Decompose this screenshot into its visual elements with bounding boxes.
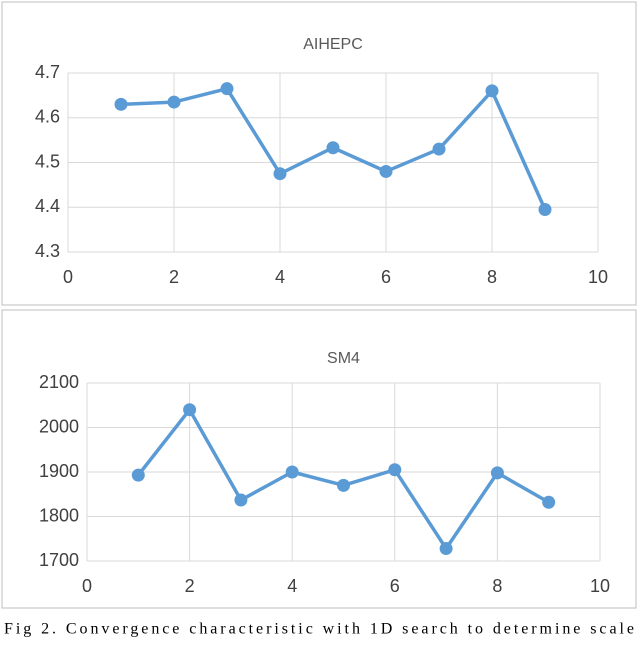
x-tick-label: 10 <box>588 267 608 287</box>
data-point <box>167 95 181 109</box>
data-point <box>183 403 197 417</box>
data-point <box>542 495 556 509</box>
x-tick-label: 8 <box>492 576 502 596</box>
x-tick-label: 6 <box>381 267 391 287</box>
x-tick-label: 4 <box>287 576 297 596</box>
data-point <box>234 493 248 507</box>
x-tick-label: 0 <box>63 267 73 287</box>
data-point <box>490 466 504 480</box>
y-tick-label: 1900 <box>39 461 79 481</box>
y-tick-label: 4.5 <box>35 151 60 171</box>
chart-frame <box>1 309 637 609</box>
data-point <box>220 82 234 96</box>
data-point <box>538 202 552 216</box>
data-point <box>114 97 128 111</box>
x-tick-label: 2 <box>169 267 179 287</box>
y-tick-label: 1700 <box>39 550 79 570</box>
x-tick-label: 8 <box>487 267 497 287</box>
caption: Fig 2. Convergence characteristic with 1… <box>4 621 634 638</box>
y-tick-label: 2100 <box>39 372 79 392</box>
x-tick-label: 0 <box>82 576 92 596</box>
chart-title: AIHEPC <box>303 36 363 53</box>
data-point <box>432 142 446 156</box>
data-point <box>388 463 402 477</box>
x-tick-label: 6 <box>390 576 400 596</box>
y-tick-label: 1800 <box>39 505 79 525</box>
x-tick-label: 4 <box>275 267 285 287</box>
x-tick-label: 10 <box>590 576 610 596</box>
data-point <box>285 465 299 479</box>
data-point <box>439 542 453 556</box>
x-tick-label: 2 <box>185 576 195 596</box>
data-point <box>131 468 145 482</box>
data-point <box>379 164 393 178</box>
data-point <box>337 478 350 492</box>
chart-title: SM4 <box>327 350 360 367</box>
data-point <box>273 167 287 181</box>
y-tick-label: 2000 <box>39 416 79 436</box>
y-tick-label: 4.4 <box>35 196 60 216</box>
y-tick-label: 4.7 <box>35 62 60 82</box>
data-point <box>485 84 499 98</box>
y-tick-label: 4.3 <box>35 241 60 261</box>
y-tick-label: 4.6 <box>35 107 60 127</box>
data-point <box>326 141 340 155</box>
